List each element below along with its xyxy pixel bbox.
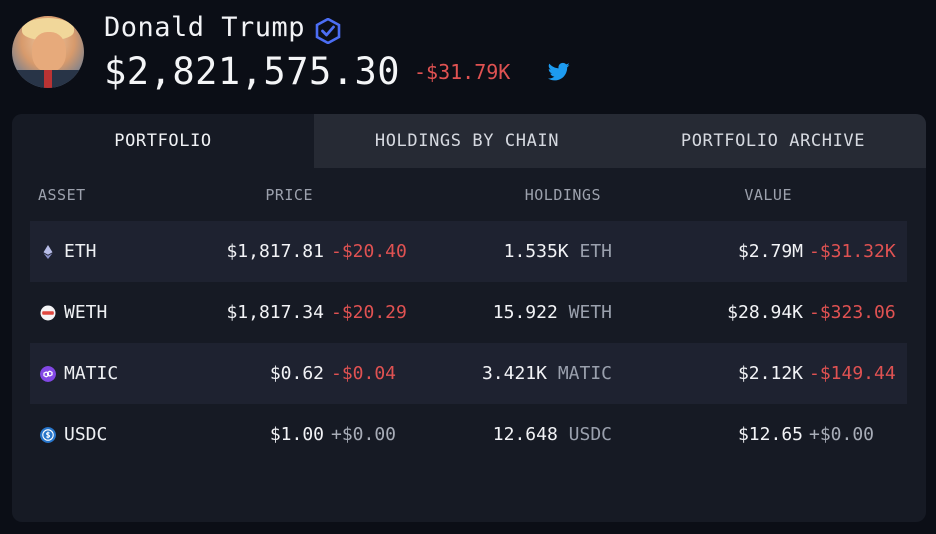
portfolio-balance: $2,821,575.30 [104,50,401,93]
tab-portfolio[interactable]: PORTFOLIO [12,114,314,168]
value-change: -$323.06 [809,302,896,323]
value-change: -$149.44 [809,363,896,384]
matic-icon [40,366,56,382]
asset-price: $0.62 [269,363,324,384]
portfolio-panel: PORTFOLIO HOLDINGS BY CHAIN PORTFOLIO AR… [12,114,926,522]
holding-unit: MATIC [557,363,612,384]
asset-price: $1,817.34 [226,302,324,323]
balance-change: -$31.79K [414,60,511,84]
asset-value: $12.65 [737,424,803,445]
column-header-value[interactable]: VALUE [744,186,792,204]
weth-icon [40,305,56,321]
column-header-holdings[interactable]: HOLDINGS [524,186,601,204]
table-row[interactable]: USDC $1.00 +$0.00 12.648 USDC $12.65 +$0… [30,404,907,465]
holding-amount: 15.922 [492,302,558,323]
verified-badge-icon [315,18,341,44]
asset-value: $2.79M [737,241,803,262]
asset-name: USDC [64,424,108,445]
holding-unit: WETH [568,302,612,323]
tab-portfolio-archive[interactable]: PORTFOLIO ARCHIVE [620,114,926,168]
holding-unit: USDC [568,424,612,445]
column-header-price[interactable]: PRICE [265,186,313,204]
asset-name: WETH [64,302,108,323]
table-row[interactable]: WETH $1,817.34 -$20.29 15.922 WETH $28.9… [30,282,907,343]
holding-unit: ETH [579,241,612,262]
asset-name: MATIC [64,363,119,384]
usdc-icon [40,427,56,443]
holding-cell: 12.648 USDC [493,404,612,465]
holding-cell: 3.421K MATIC [482,343,612,404]
table-row[interactable]: MATIC $0.62 -$0.04 3.421K MATIC $2.12K -… [30,343,907,404]
tab-bar: PORTFOLIO HOLDINGS BY CHAIN PORTFOLIO AR… [12,114,926,168]
holding-cell: 15.922 WETH [493,282,612,343]
asset-price: $1,817.81 [226,241,324,262]
value-change: -$31.32K [809,241,896,262]
holding-cell: 1.535K ETH [504,221,612,282]
asset-value: $2.12K [737,363,803,384]
table-row[interactable]: ETH $1,817.81 -$20.40 1.535K ETH $2.79M … [30,221,907,282]
eth-icon [43,245,53,259]
holding-amount: 12.648 [492,424,558,445]
price-change: -$20.29 [331,302,407,323]
avatar[interactable] [12,16,84,88]
profile-name: Donald Trump [104,12,306,43]
price-change: -$0.04 [331,363,397,384]
twitter-icon[interactable] [548,62,570,82]
asset-name: ETH [64,241,97,262]
value-change: +$0.00 [809,424,875,445]
holding-amount: 1.535K [503,241,569,262]
tab-holdings-by-chain[interactable]: HOLDINGS BY CHAIN [314,114,620,168]
price-change: +$0.00 [331,424,397,445]
asset-value: $28.94K [727,302,803,323]
holding-amount: 3.421K [481,363,547,384]
asset-price: $1.00 [269,424,324,445]
column-header-asset[interactable]: ASSET [38,186,86,204]
price-change: -$20.40 [331,241,407,262]
